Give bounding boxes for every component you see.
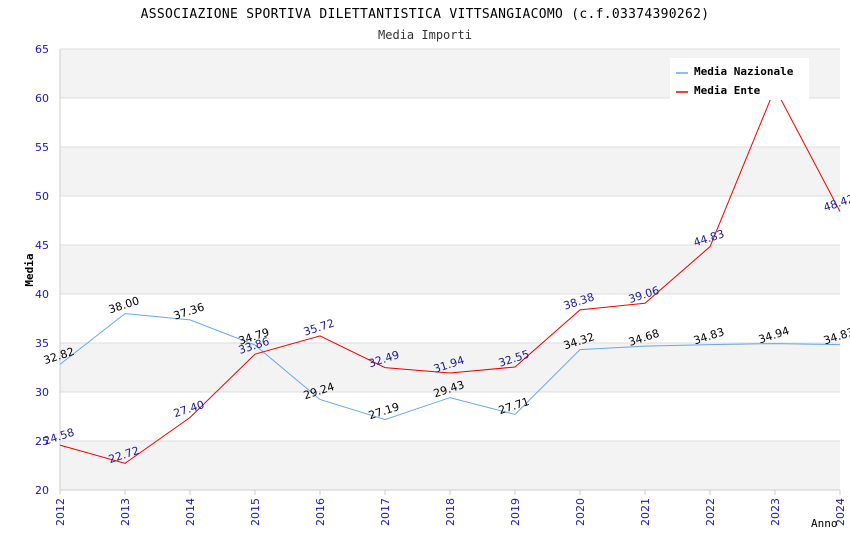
axes bbox=[59, 49, 841, 495]
y-axis-label: Media bbox=[23, 253, 36, 286]
legend-label-media-nazionale: Media Nazionale bbox=[694, 65, 794, 78]
legend: Media Nazionale Media Ente bbox=[670, 58, 809, 100]
legend-box bbox=[670, 58, 809, 100]
series-line-media-ente bbox=[59, 87, 841, 464]
data-label: 38.00 bbox=[107, 294, 141, 316]
y-tick-label: 55 bbox=[35, 141, 49, 154]
chart-title: ASSOCIAZIONE SPORTIVA DILETTANTISTICA VI… bbox=[141, 7, 710, 22]
legend-label-media-ente: Media Ente bbox=[694, 84, 761, 97]
x-tick-label: 2019 bbox=[509, 498, 522, 526]
x-tick-label: 2012 bbox=[54, 498, 67, 526]
grid-band bbox=[60, 343, 840, 392]
x-tick-label: 2016 bbox=[314, 498, 327, 526]
y-tick-label: 35 bbox=[35, 337, 49, 350]
grid-bands bbox=[60, 49, 840, 490]
y-tick-label: 50 bbox=[35, 190, 49, 203]
series-group bbox=[59, 87, 841, 464]
x-tick-label: 2021 bbox=[639, 498, 652, 526]
data-label: 27.40 bbox=[172, 398, 206, 420]
x-tick-labels: 2012 2013 2014 2015 2016 2017 2018 2019 2020 2021… bbox=[54, 498, 847, 526]
x-tick-label: 2018 bbox=[444, 498, 457, 526]
data-label: 35.72 bbox=[302, 317, 336, 339]
grid-band bbox=[60, 147, 840, 196]
data-label: 34.83 bbox=[822, 325, 850, 347]
x-tick-label: 2022 bbox=[704, 498, 717, 526]
x-tick-label: 2024 bbox=[834, 498, 847, 526]
chart-subtitle: Media Importi bbox=[378, 28, 472, 42]
y-tick-labels: 20 25 30 35 40 45 50 55 60 65 bbox=[35, 43, 49, 497]
y-tick-label: 40 bbox=[35, 288, 49, 301]
x-tick-label: 2020 bbox=[574, 498, 587, 526]
series-line-media-nazionale bbox=[59, 313, 841, 421]
grid-band bbox=[60, 245, 840, 294]
x-axis-label: Anno bbox=[811, 517, 838, 530]
y-tick-label: 20 bbox=[35, 484, 49, 497]
y-tick-label: 65 bbox=[35, 43, 49, 56]
y-tick-label: 25 bbox=[35, 435, 49, 448]
grid-band bbox=[60, 441, 840, 490]
x-tick-label: 2015 bbox=[249, 498, 262, 526]
y-tick-label: 30 bbox=[35, 386, 49, 399]
y-tick-label: 45 bbox=[35, 239, 49, 252]
x-tick-label: 2023 bbox=[769, 498, 782, 526]
grid-lines bbox=[60, 48, 840, 491]
x-tick-label: 2017 bbox=[379, 498, 392, 526]
x-tick-label: 2013 bbox=[119, 498, 132, 526]
y-tick-label: 60 bbox=[35, 92, 49, 105]
x-tick-label: 2014 bbox=[184, 498, 197, 526]
